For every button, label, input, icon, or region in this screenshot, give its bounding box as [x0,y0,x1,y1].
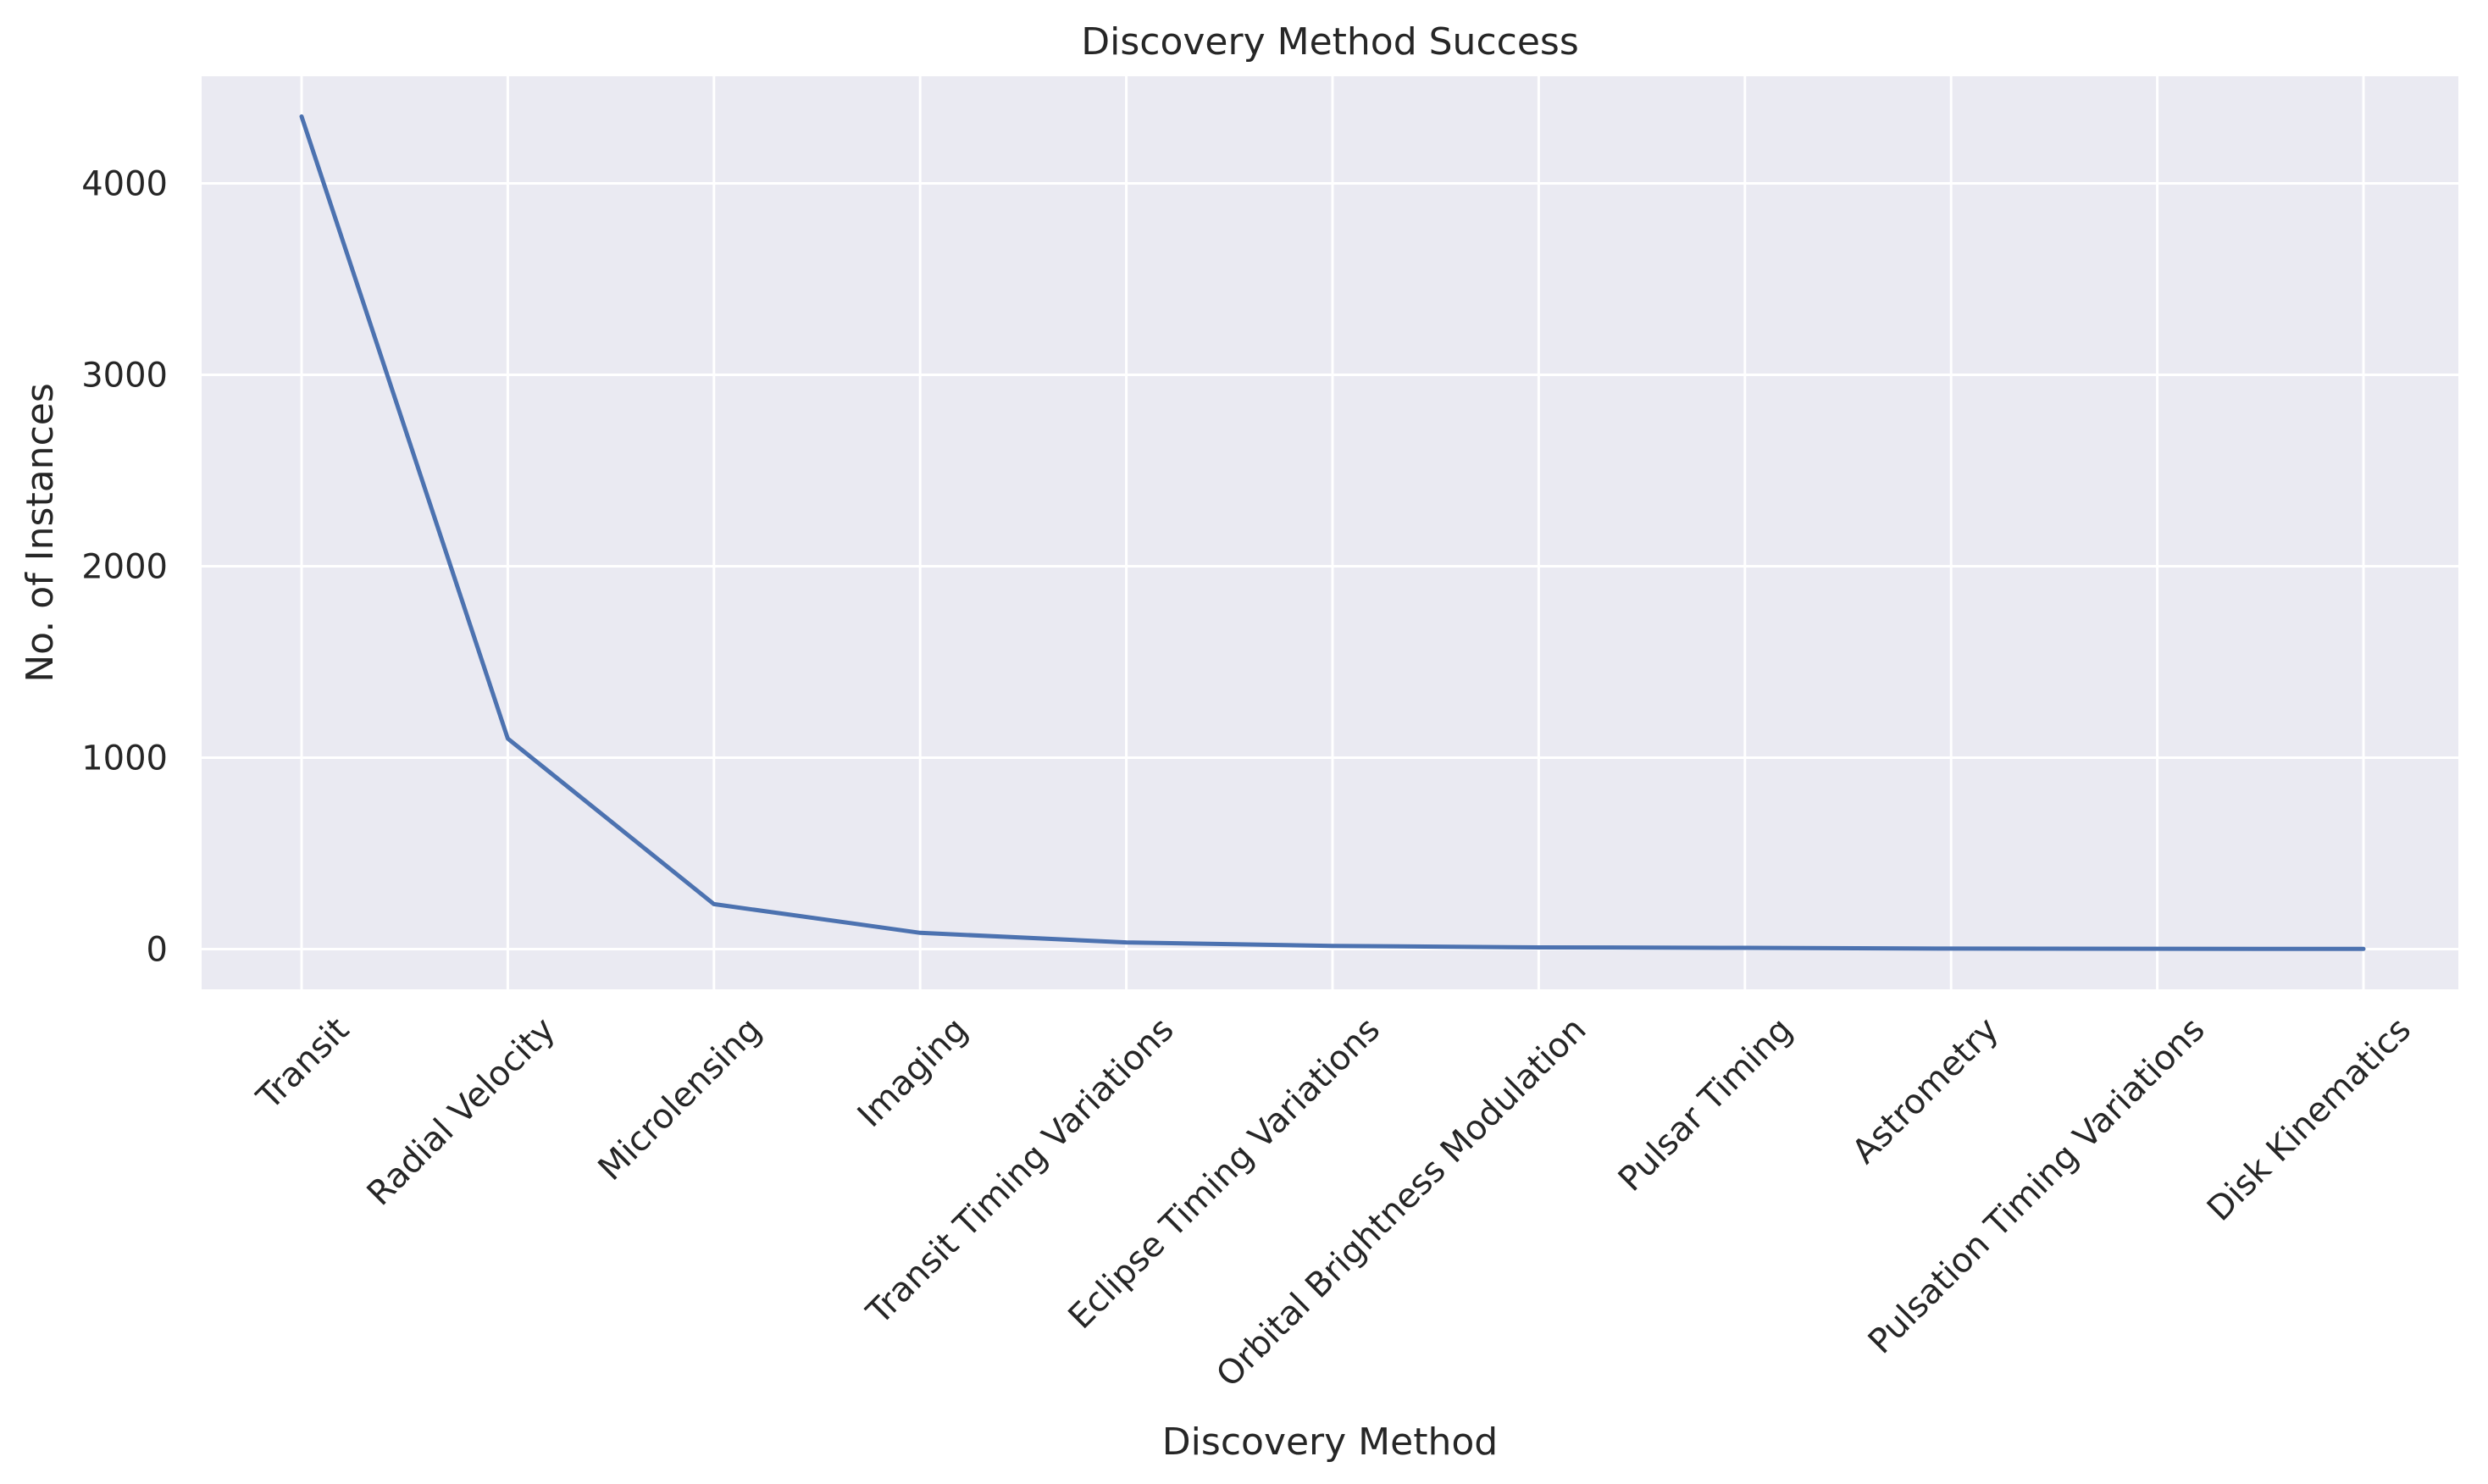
x-tick-label: Pulsation Timing Variations [1861,1011,2213,1362]
x-tick-label: Radial Velocity [360,1011,563,1214]
plot-area [202,76,2458,989]
y-tick-label: 4000 [81,165,168,204]
x-tick-label: Transit [249,1011,357,1118]
y-tick-label: 2000 [81,548,168,587]
x-tick-label: Pulsar Timing [1611,1011,1800,1199]
y-tick-label: 0 [147,931,168,970]
x-tick-labels: Transit Radial Velocity Microlensing Imagin… [249,1011,2419,1395]
series-line [299,114,2366,951]
x-gridlines [300,76,2365,989]
x-tick-label: Disk Kinematics [2200,1011,2419,1229]
y-axis-label: No. of Instances [19,383,62,683]
chart-title: Discovery Method Success [1081,20,1579,64]
x-tick-label: Imaging [851,1011,975,1135]
x-axis-label: Discovery Method [1162,1420,1498,1464]
y-tick-label: 3000 [81,357,168,396]
x-tick-label: Astrometry [1845,1011,2006,1171]
x-tick-label: Orbital Brightness Modulation [1209,1011,1593,1395]
y-tick-label: 1000 [81,739,168,778]
x-tick-label: Microlensing [591,1011,769,1188]
y-tick-labels: 0 1000 2000 3000 4000 [81,165,168,970]
